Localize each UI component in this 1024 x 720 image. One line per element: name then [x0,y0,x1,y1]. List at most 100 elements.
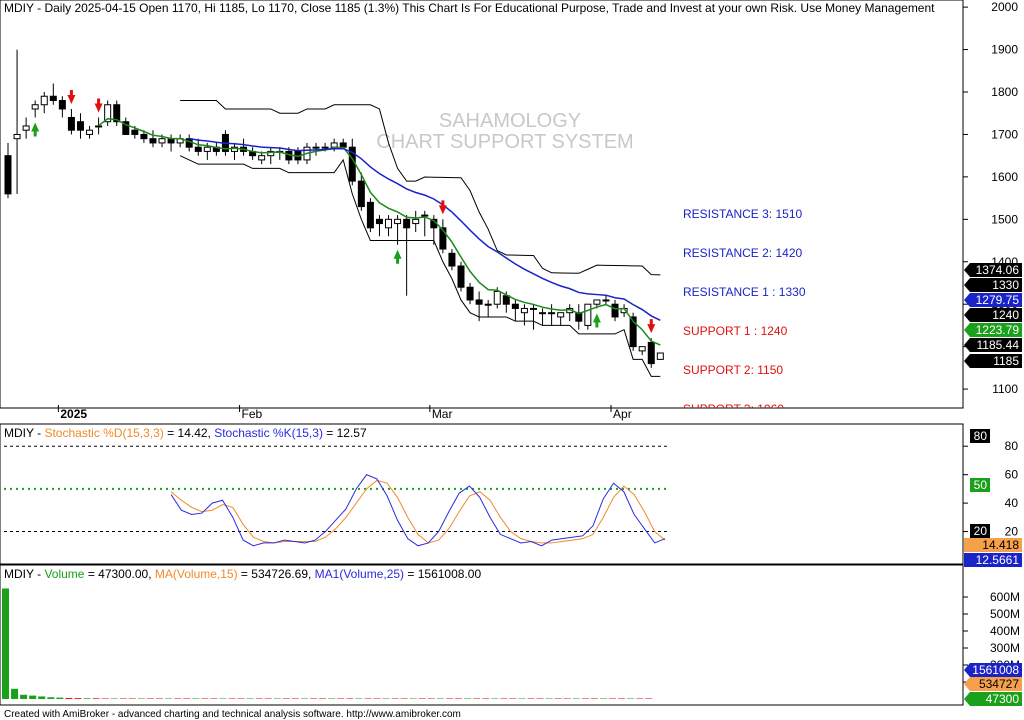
price-y-tick-label: 2000 [991,0,1018,14]
volume-bar [473,698,481,699]
volume-bar [47,697,55,699]
volume-bar [219,698,227,699]
candle-body [629,316,637,348]
price-value-box [964,323,1022,337]
volume-bar [527,698,535,699]
candle-body [385,218,393,229]
price-value-box [964,354,1022,368]
candle-body [457,265,465,288]
price-value-label: 1240 [992,308,1019,322]
candle-body [511,303,519,309]
long-ema-line [189,137,661,321]
candle-body [529,307,537,310]
candle-body [394,218,402,225]
short-ema-line [98,117,661,346]
moving-averages [98,117,661,346]
watermark-line1: SAHAMOLOGY [439,110,581,132]
candle-body [557,312,565,318]
candle-body [520,307,528,314]
volume-bar [509,698,517,699]
vol-y-tick-label: 600M [990,590,1020,604]
stoch-value-box [970,429,990,443]
volume-bar [101,698,109,699]
volume-bar [518,698,526,699]
price-value-label: 1223.79 [976,323,1020,337]
volume-bar [273,698,281,699]
date-x-axis: 2025 Feb Mar Apr [57,405,632,421]
candle-body [312,146,320,149]
stoch-y-tick-label: 20 [1005,525,1019,539]
volume-bar [282,698,290,699]
volume-bar [418,698,426,699]
candle-body [267,150,275,157]
price-y-tick-label: 1100 [992,382,1018,396]
stoch-value-box [964,553,1022,567]
volume-bar [137,698,145,699]
candle-body [439,227,447,250]
volume-bar [627,698,635,699]
candle-body [203,146,211,152]
candle-body [593,299,601,305]
candle-body [86,129,94,135]
price-value-box [964,263,1022,277]
stoch-value-box [970,478,990,492]
candle-body [412,218,420,225]
stoch-y-tick-label: 40 [1005,496,1019,510]
volume-bar [237,698,245,699]
volume-bar [572,698,580,699]
volume-bar [74,698,82,699]
volume-bar [201,698,209,699]
candle-body [131,129,139,135]
price-value-label: 1185.44 [977,338,1020,352]
stoch-value-label: 20 [974,524,988,538]
candle-body [548,312,556,315]
volume-header: MDIY - Volume = 47300.00, MA(Volume,15) … [4,567,481,581]
volume-bar [291,698,299,699]
stochastic-panel[interactable] [0,423,964,565]
candle-body [149,138,157,144]
volume-bar [264,698,272,699]
price-panel[interactable] [0,0,964,409]
upper-band [180,99,661,276]
candle-body [539,312,547,315]
volume-bar [436,698,444,699]
vol-y-tick-label: 400M [990,624,1020,638]
candle-body [602,299,610,302]
resistance-2-label: RESISTANCE 2: 1420 [683,246,802,260]
candle-body [321,146,329,149]
price-value-label: 1185 [993,354,1019,368]
volume-bar [156,698,164,699]
x-tick-label: Mar [432,407,453,421]
stochastic-header: MDIY - Stochastic %D(15,3,3) = 14.42, St… [4,426,367,440]
vol-value-box [964,677,1022,691]
volume-bar [618,698,626,699]
sell-arrow-icon [94,98,103,113]
volume-bar [29,695,37,699]
volume-bar [56,697,64,699]
candle-body [502,295,510,305]
volume-bar [364,698,372,699]
candle-body [40,95,48,106]
volume-panel[interactable] [0,564,964,706]
stoch-value-box [970,524,990,538]
stoch-value-label: 14.418 [982,538,1019,552]
volume-bar [92,698,100,699]
vol-value-label: 47300 [986,692,1020,706]
volume-bar [391,698,399,699]
candle-body [22,125,30,131]
volume-bar [346,698,354,699]
volume-bar [300,698,308,699]
volume-bar [500,698,508,699]
vol-value-box [964,663,1022,677]
volume-bar [609,698,617,699]
candle-body [113,104,121,123]
candle-body [194,146,202,152]
candle-body [611,303,619,318]
footer-credit: Created with AmiBroker - advanced charti… [4,709,461,720]
candle-body [330,142,338,148]
volume-bar [11,688,19,699]
volume-bar [536,698,544,699]
